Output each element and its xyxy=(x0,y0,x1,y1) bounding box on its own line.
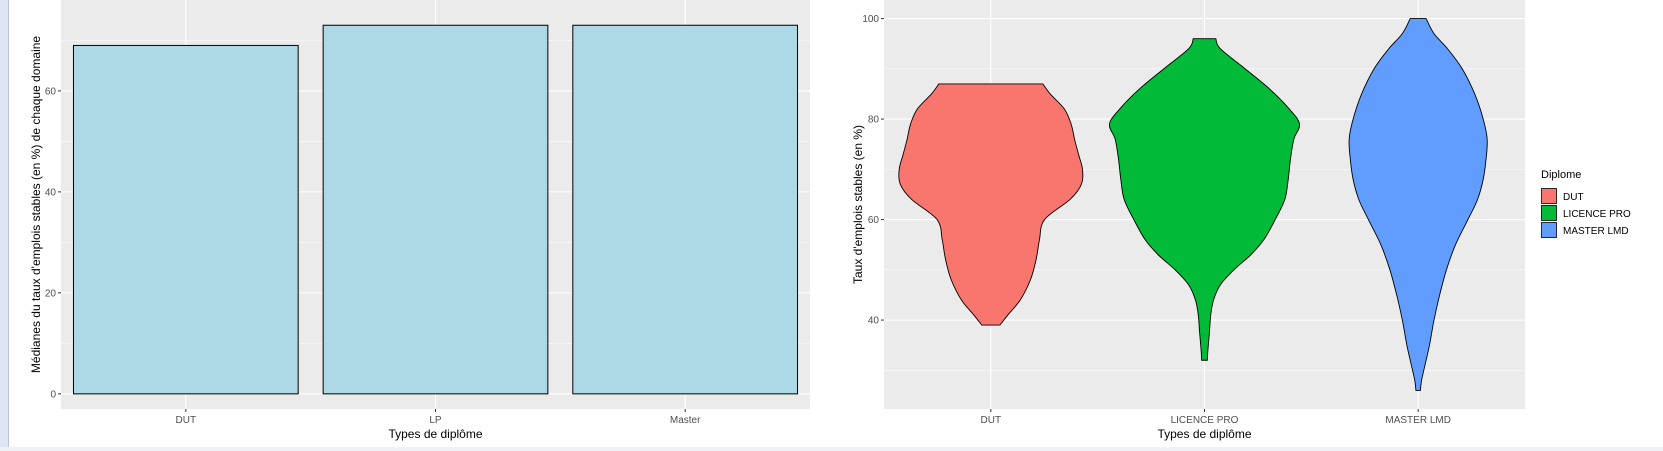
violin-chart-y-tick-label: 40 xyxy=(868,316,880,327)
legend-swatch xyxy=(1541,205,1557,221)
window-bottom-strip xyxy=(0,447,1663,451)
violin-chart-x-axis-title: Types de diplôme xyxy=(1157,427,1251,441)
violin-master-lmd xyxy=(1348,18,1488,391)
bar-chart-x-tick-label: LP xyxy=(429,415,442,426)
bar-dut xyxy=(72,44,299,395)
violin-chart: DUT LICENCE PRO MASTER LMD 40 60 80 100 Types d… xyxy=(851,0,1631,441)
bar-master xyxy=(572,24,799,395)
bar-chart: DUT LP Master 0 20 40 60 Types de diplôme Médian… xyxy=(29,0,810,441)
window-left-frame xyxy=(0,0,9,451)
violin-chart-legend: Diplome DUT LICENCE PRO MASTER LMD xyxy=(1541,169,1631,238)
bar-chart-x-tick-label: DUT xyxy=(176,415,197,426)
bar-chart-y-tick-label: 40 xyxy=(45,187,57,198)
legend-swatch xyxy=(1541,188,1557,204)
legend-label: LICENCE PRO xyxy=(1563,209,1631,220)
legend-swatch xyxy=(1541,222,1557,238)
bar-chart-y-tick-label: 60 xyxy=(45,86,57,97)
legend-title: Diplome xyxy=(1541,169,1581,181)
bar-chart-x-tick-label: Master xyxy=(670,415,701,426)
violin-chart-x-tick-label: DUT xyxy=(981,415,1002,426)
legend-label: MASTER LMD xyxy=(1563,226,1629,237)
bar-lp xyxy=(322,24,549,395)
legend-label: DUT xyxy=(1563,192,1584,203)
violin-dut xyxy=(898,83,1084,326)
bar-chart-y-tick-label: 20 xyxy=(45,288,57,299)
violin-chart-y-axis-title: Taux d'emplois stables (en %) xyxy=(851,125,865,284)
violin-licence-pro xyxy=(1108,38,1301,361)
violin-chart-y-tick-label: 60 xyxy=(868,215,880,226)
violin-chart-y-tick-label: 100 xyxy=(862,14,879,25)
violin-chart-x-tick-label: MASTER LMD xyxy=(1385,415,1451,426)
violin-chart-y-tick-label: 80 xyxy=(868,115,880,126)
bar-chart-x-axis-title: Types de diplôme xyxy=(388,427,482,441)
bar-chart-y-tick-label: 0 xyxy=(50,389,56,400)
bar-chart-y-axis-title: Médianes du taux d'emplois stables (en %… xyxy=(29,36,43,373)
violin-chart-x-tick-label: LICENCE PRO xyxy=(1171,415,1239,426)
